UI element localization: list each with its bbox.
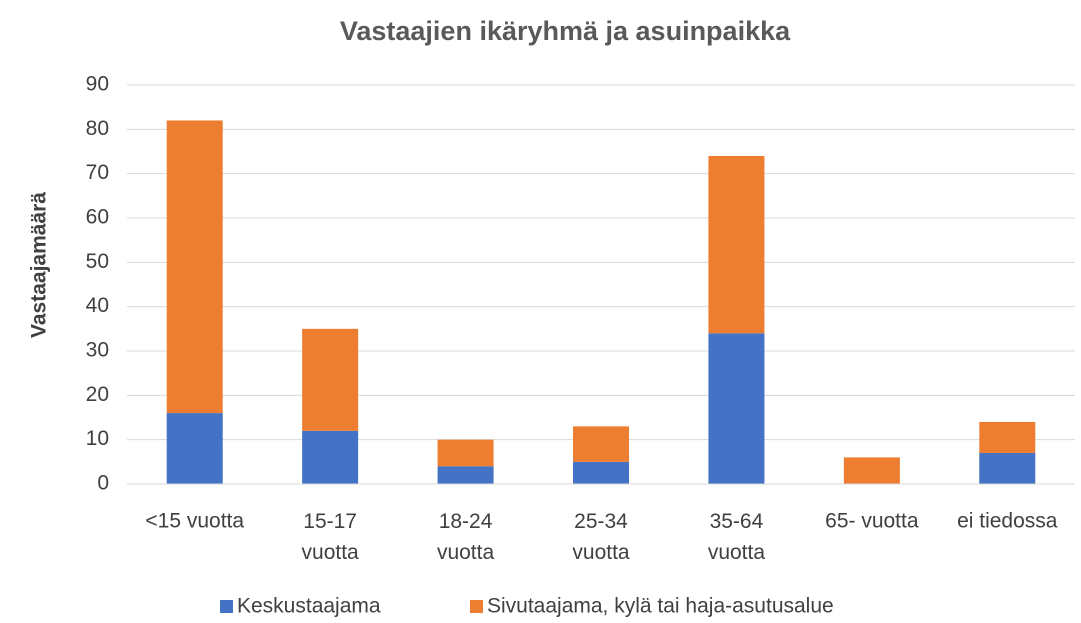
chart-title: Vastaajien ikäryhmä ja asuinpaikka (340, 16, 791, 46)
x-tick-label: <15 vuotta (145, 510, 244, 533)
bar-segment (979, 421, 1036, 453)
bar-segment (302, 430, 359, 484)
y-tick-label: 80 (86, 117, 109, 140)
y-tick-label: 90 (86, 73, 109, 96)
y-tick-label: 0 (97, 472, 109, 495)
y-tick-label: 70 (86, 161, 109, 184)
legend-swatch (470, 600, 483, 613)
x-tick-label: 65- vuotta (825, 510, 919, 533)
x-tick-label: ei tiedossa (957, 510, 1058, 533)
x-tick-label: 18-24 vuotta (437, 510, 495, 564)
y-tick-label: 60 (86, 206, 109, 229)
y-tick-label: 10 (86, 427, 109, 450)
x-tick-label: 35-64 vuotta (708, 510, 766, 564)
bar-segment (166, 413, 223, 484)
bar-segment (708, 155, 765, 334)
y-tick-label: 40 (86, 294, 109, 317)
bar-segment (302, 328, 359, 431)
x-tick-label: 15-17 vuotta (302, 510, 360, 564)
bar-segment (843, 457, 900, 484)
y-tick-label: 50 (86, 250, 109, 273)
bar-segment (166, 120, 223, 414)
y-tick-label: 20 (86, 383, 109, 406)
bar-segment (979, 452, 1036, 484)
bar-segment (437, 466, 494, 484)
y-tick-label: 30 (86, 339, 109, 362)
y-axis-title: Vastaajamäärä (28, 192, 51, 338)
bar-segment (708, 333, 765, 484)
x-tick-label: 25-34 vuotta (572, 510, 630, 564)
legend-label: Sivutaajama, kylä tai haja-asutusalue (487, 595, 834, 618)
legend-label: Keskustaajama (237, 595, 381, 618)
bar-segment (437, 439, 494, 467)
legend-swatch (220, 600, 233, 613)
bar-segment (573, 461, 629, 484)
bar-segment (573, 426, 629, 462)
